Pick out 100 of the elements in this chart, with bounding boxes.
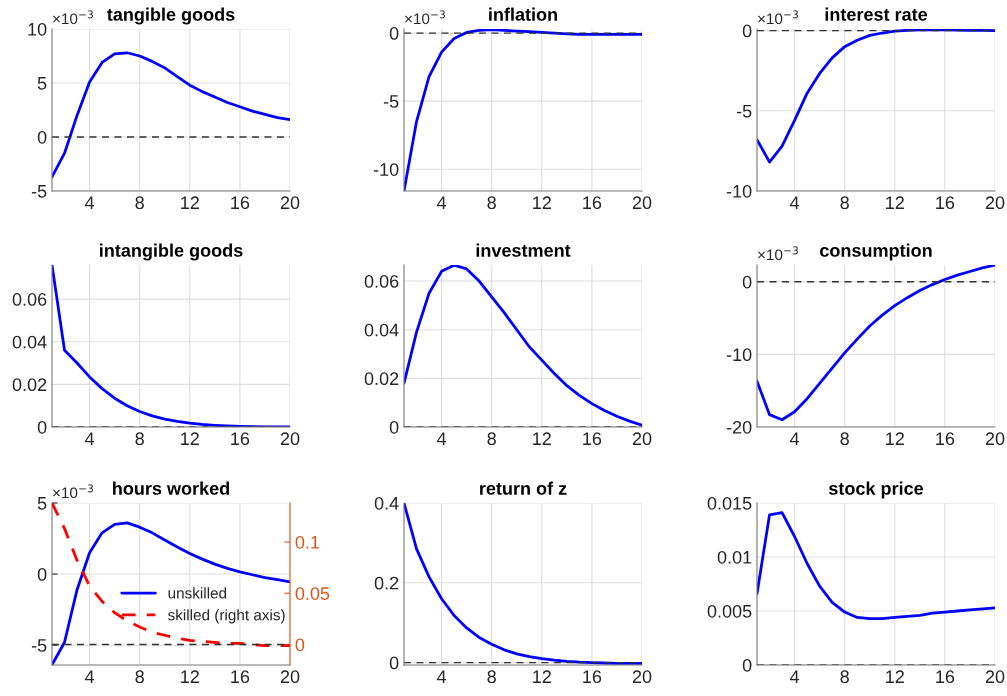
x-tick-label: 4 <box>84 432 95 445</box>
x-tick-label: 8 <box>135 670 144 684</box>
chart-title: investment <box>476 243 571 257</box>
x-tick-label: 4 <box>436 432 447 445</box>
x-tick-label: 8 <box>487 670 496 684</box>
y-tick-label: 0.02 <box>12 378 47 392</box>
x-tick-label: 8 <box>840 670 849 684</box>
y-tick-label: 0 <box>742 658 752 672</box>
x-tick-label: 12 <box>181 432 199 445</box>
x-tick-label: 20 <box>632 432 652 446</box>
y2-tick-label: 0.05 <box>295 587 330 600</box>
chart-title: stock price <box>828 481 924 499</box>
x-tick-label: 20 <box>985 670 1005 684</box>
x-tick-label: 16 <box>583 432 602 446</box>
x-tick-label: 20 <box>985 196 1005 210</box>
legend-label: skilled (right axis) <box>168 609 285 624</box>
x-tick-label: 16 <box>936 432 955 446</box>
chart-title: intangible goods <box>100 243 243 261</box>
y2-tick-label: 0 <box>295 638 305 652</box>
line-series <box>757 265 995 422</box>
x-tick-label: 20 <box>280 432 300 446</box>
y-tick-label: 0.2 <box>374 576 399 590</box>
text: ×10$^{−3}$ <box>53 10 93 25</box>
y-tick-label: 0.01 <box>717 550 752 564</box>
line-series <box>404 265 642 427</box>
x-tick-label: 20 <box>280 670 300 684</box>
x-tick-label: 12 <box>181 670 199 683</box>
y-tick-label: 0.04 <box>364 323 399 337</box>
y-tick-label: -5 <box>31 185 47 198</box>
x-tick-label: 8 <box>840 196 849 210</box>
x-tick-label: 12 <box>886 196 904 209</box>
x-tick-label: 16 <box>583 196 602 210</box>
x-tick-label: 20 <box>632 670 652 684</box>
y-tick-label: -5 <box>31 639 47 652</box>
y-tick-label: 0.4 <box>374 496 399 510</box>
x-tick-label: 16 <box>231 670 250 684</box>
x-tick-label: 16 <box>583 670 602 684</box>
x-tick-label: 16 <box>936 196 955 210</box>
x-tick-label: 12 <box>533 670 551 683</box>
x-tick-label: 20 <box>280 196 300 210</box>
x-tick-label: 8 <box>135 196 144 210</box>
y-tick-label: 0 <box>389 656 399 670</box>
x-tick-label: 8 <box>135 432 144 446</box>
chart-title: hours worked <box>113 481 230 495</box>
x-tick-label: 16 <box>936 670 955 684</box>
y-tick-label: 0.04 <box>12 335 47 349</box>
y-tick-label: 0 <box>389 420 399 434</box>
y-tick-label: 0.005 <box>707 604 752 618</box>
text: ×10$^{−3}$ <box>758 10 798 25</box>
y-tick-label: 0.06 <box>364 274 399 288</box>
chart-title: interest rate <box>825 7 928 21</box>
x-tick-label: 4 <box>789 196 800 209</box>
y-tick-label: 0 <box>37 130 47 144</box>
chart-title: tangible goods <box>107 7 235 25</box>
y-tick-label: 0 <box>37 420 47 434</box>
y-tick-label: 0 <box>742 275 752 289</box>
y-tick-label: -5 <box>736 104 752 118</box>
line-series <box>404 503 642 665</box>
y-tick-label: 0 <box>742 24 752 38</box>
line-series <box>404 29 642 191</box>
y-tick-label: -10 <box>373 163 399 176</box>
y-tick-label: 0 <box>37 567 47 581</box>
y-tick-label: 0.02 <box>364 372 399 386</box>
x-tick-label: 4 <box>84 670 95 683</box>
x-tick-label: 4 <box>436 670 447 683</box>
chart-title: inflation <box>489 7 557 21</box>
y-tick-label: -5 <box>383 95 399 108</box>
line-series <box>757 511 995 620</box>
x-tick-label: 20 <box>985 432 1005 446</box>
x-tick-label: 4 <box>789 432 800 445</box>
text: ×10$^{−3}$ <box>758 246 798 261</box>
x-tick-label: 16 <box>231 196 250 210</box>
x-tick-label: 4 <box>84 196 95 209</box>
y-tick-label: 0 <box>389 27 399 40</box>
text: ×10$^{−3}$ <box>53 484 93 499</box>
x-tick-label: 12 <box>533 196 551 209</box>
x-tick-label: 12 <box>181 196 199 209</box>
x-tick-label: 8 <box>840 432 849 446</box>
legend-label: unskilled <box>168 587 227 599</box>
y2-tick-label: 0.1 <box>295 535 320 549</box>
x-tick-label: 16 <box>231 432 250 446</box>
x-tick-label: 20 <box>632 196 652 210</box>
x-tick-label: 12 <box>533 432 551 445</box>
y-tick-label: 0.06 <box>12 293 47 306</box>
y-tick-label: 10 <box>28 22 47 36</box>
x-tick-label: 12 <box>886 670 904 683</box>
x-tick-label: 8 <box>487 432 496 446</box>
y-tick-label: -10 <box>726 348 752 362</box>
text: ×10$^{−3}$ <box>405 10 445 25</box>
chart-title: consumption <box>820 243 932 261</box>
x-tick-label: 4 <box>436 196 447 209</box>
y-tick-label: 5 <box>37 77 47 90</box>
x-tick-label: 4 <box>789 670 800 683</box>
chart-title: return of z <box>480 481 567 495</box>
y-tick-label: 0.015 <box>707 496 752 510</box>
y-tick-label: -10 <box>726 184 752 198</box>
y-tick-label: -20 <box>726 420 752 434</box>
x-tick-label: 8 <box>487 196 496 210</box>
y-tick-label: 5 <box>37 497 47 510</box>
line-series <box>52 51 290 179</box>
